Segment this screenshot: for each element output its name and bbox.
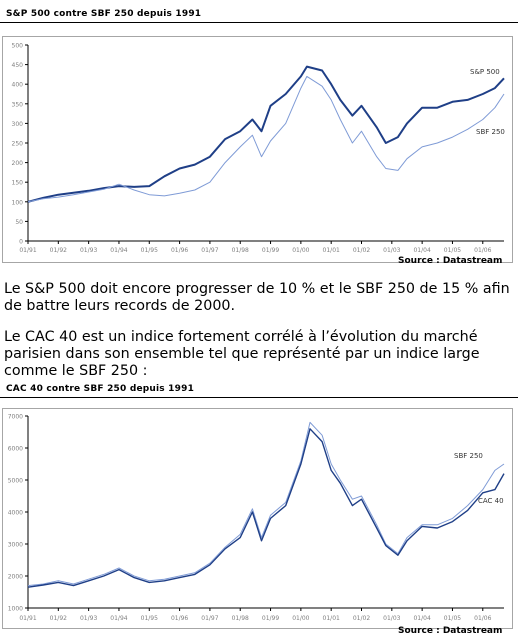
x-tick-label: 01/96 [171, 247, 188, 254]
y-tick-label: 50 [15, 219, 23, 226]
x-tick-label: 01/97 [201, 247, 218, 254]
chart1-source: Source : Datastream [398, 256, 503, 266]
x-tick-label: 01/92 [50, 615, 67, 622]
x-tick-label: 01/05 [444, 247, 461, 254]
y-tick-label: 400 [12, 82, 24, 89]
paragraph-1: Le S&P 500 doit encore progresser de 10 … [4, 281, 510, 314]
x-tick-label: 01/03 [383, 247, 400, 254]
x-tick-label: 01/93 [80, 247, 97, 254]
chart2-series [27, 421, 505, 588]
x-tick-label: 01/05 [444, 615, 461, 622]
x-tick-label: 01/98 [232, 615, 249, 622]
chart1-series [27, 65, 505, 203]
y-tick-label: 5000 [8, 478, 23, 485]
y-tick-label: 4000 [8, 510, 23, 517]
x-tick-label: 01/04 [413, 615, 430, 622]
x-tick-label: 01/01 [323, 247, 340, 254]
series-label: SBF 250 [454, 452, 483, 460]
x-tick-label: 01/99 [262, 247, 279, 254]
chart2-svg: 1000 2000 3000 4000 5000 6000 7000 01/91 01/92 01… [2, 408, 513, 629]
y-tick-label: 6000 [8, 446, 23, 453]
chart1-axes: 0 50 100 150 200 250 300 350 400 450 500 01/91 01/92… [12, 43, 504, 254]
y-tick-label: 250 [12, 141, 24, 148]
y-tick-label: 2000 [8, 574, 23, 581]
y-tick-label: 3000 [8, 542, 23, 549]
series-line-cac-40 [27, 428, 505, 588]
chart2-source: Source : Datastream [398, 626, 503, 636]
x-tick-label: 01/95 [141, 247, 158, 254]
y-tick-label: 0 [19, 239, 23, 246]
x-tick-label: 01/98 [232, 247, 249, 254]
y-tick-label: 200 [12, 160, 24, 167]
y-tick-label: 100 [12, 199, 24, 206]
chart1-title-rule [0, 22, 518, 23]
x-tick-label: 01/00 [292, 247, 309, 254]
x-tick-label: 01/06 [474, 615, 491, 622]
y-tick-label: 450 [12, 62, 24, 69]
chart2-title: CAC 40 contre SBF 250 depuis 1991 [6, 384, 195, 394]
y-tick-label: 500 [12, 43, 24, 50]
y-tick-label: 1000 [8, 606, 23, 613]
paragraph-2: Le CAC 40 est un indice fortement corrél… [4, 329, 480, 379]
x-tick-label: 01/94 [110, 247, 127, 254]
chart2-axes: 1000 2000 3000 4000 5000 6000 7000 01/91 01/92 01… [8, 414, 504, 622]
x-tick-label: 01/96 [171, 615, 188, 622]
chart2-labels: SBF 250 CAC 40 [454, 452, 504, 505]
x-tick-label: 01/99 [262, 615, 279, 622]
y-tick-label: 300 [12, 121, 24, 128]
chart1-frame [2, 36, 513, 263]
y-tick-label: 7000 [8, 414, 23, 421]
x-tick-label: 01/02 [353, 247, 370, 254]
x-tick-label: 01/06 [474, 247, 491, 254]
x-tick-label: 01/95 [141, 615, 158, 622]
series-label: CAC 40 [478, 497, 504, 505]
chart1-svg: 0 50 100 150 200 250 300 350 400 450 500 01/91 01/92… [2, 36, 513, 263]
x-tick-label: 01/03 [383, 615, 400, 622]
series-line-sbf-250 [27, 75, 505, 203]
x-tick-label: 01/97 [201, 615, 218, 622]
x-tick-label: 01/01 [323, 615, 340, 622]
x-tick-label: 01/04 [413, 247, 430, 254]
x-tick-label: 01/02 [353, 615, 370, 622]
x-tick-label: 01/91 [19, 615, 36, 622]
y-tick-label: 350 [12, 101, 24, 108]
y-tick-label: 150 [12, 180, 24, 187]
chart2-title-rule [0, 397, 518, 398]
x-tick-label: 01/94 [110, 615, 127, 622]
chart1-labels: S&P 500 SBF 250 [470, 68, 505, 136]
series-line-s-p-500 [27, 65, 505, 203]
chart2-frame [2, 408, 513, 629]
chart1-title: S&P 500 contre SBF 250 depuis 1991 [6, 9, 202, 19]
x-tick-label: 01/91 [19, 247, 36, 254]
series-label: SBF 250 [476, 128, 505, 136]
series-label: S&P 500 [470, 68, 500, 76]
x-tick-label: 01/00 [292, 615, 309, 622]
x-tick-label: 01/93 [80, 615, 97, 622]
series-line-sbf-250 [27, 421, 505, 587]
x-tick-label: 01/92 [50, 247, 67, 254]
